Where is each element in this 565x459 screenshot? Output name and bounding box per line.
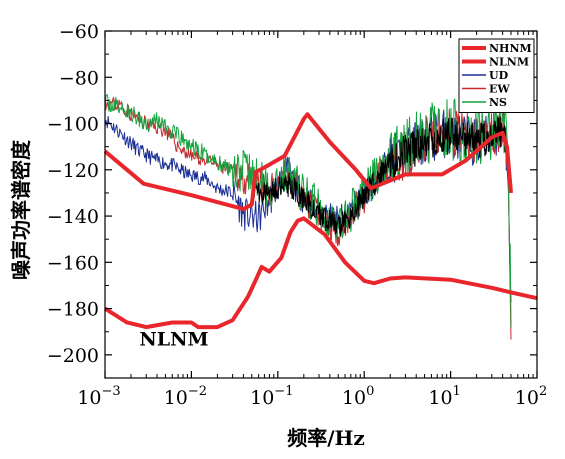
y-tick-label: −180 — [47, 299, 99, 321]
y-tick-label: −80 — [59, 67, 99, 89]
y-tick-label: −200 — [47, 345, 99, 367]
y-tick-label: −120 — [47, 160, 99, 182]
y-tick-label: −160 — [47, 252, 99, 274]
y-tick-label: −140 — [47, 206, 99, 228]
x-tick-label: 10−3 — [77, 384, 120, 409]
legend-label-ew: EW — [489, 83, 510, 96]
y-tick-label: −60 — [59, 21, 99, 43]
annotation-nlnm: NLNM — [139, 329, 208, 351]
y-tick-label: −100 — [47, 114, 99, 136]
axes-layer: 10−3 10−2 10−1 100 101 102−60−80−100−120−140−… — [47, 21, 547, 409]
x-axis-title: 频率/Hz — [287, 426, 365, 450]
series-nlnm — [103, 216, 538, 330]
legend-label-ns: NS — [489, 96, 507, 109]
legend-label-nlnm: NLNM — [489, 56, 529, 69]
legend-label-nhnm: NHNM — [489, 42, 532, 55]
series-layer — [103, 94, 538, 340]
series-nhnm — [103, 112, 513, 212]
y-axis-title: 噪声功率谱密度 — [9, 139, 33, 280]
legend-label-ud: UD — [489, 69, 509, 82]
series-noise-trace — [251, 116, 507, 237]
plot-frame — [104, 30, 538, 379]
